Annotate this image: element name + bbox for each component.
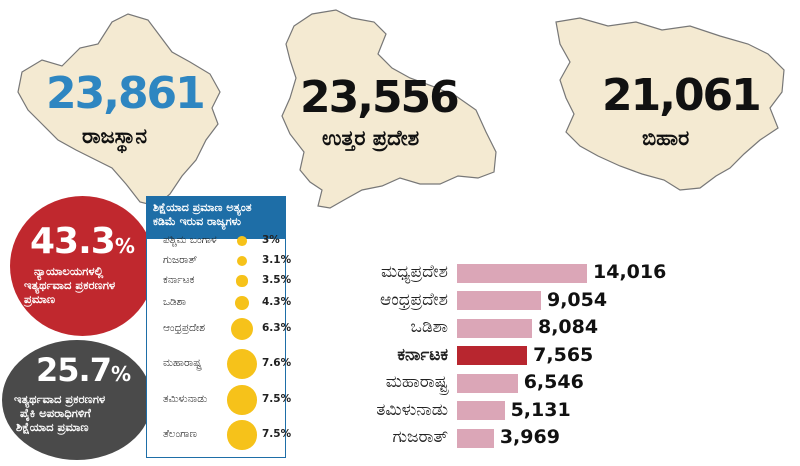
stat-conviction-circle: 25.7% ಇತ್ಯರ್ಥವಾದ ಪ್ರಕರಣಗಳ ಪೈಕಿ ಅಪರಾಧಿಗಳಿ…: [2, 340, 152, 460]
bubble-mark: [237, 256, 247, 266]
bar-value-label: 8,084: [537, 316, 599, 338]
stat-conviction-value: 25.7%: [36, 351, 131, 389]
rajasthan-map: [17, 13, 221, 207]
stat-conviction-desc-2: ಪೈಕಿ ಅಪರಾಧಿಗಳಿಗೆ: [20, 406, 91, 420]
bar-category-label: ಆಂಧ್ರಪ್ರದೇಶ: [380, 289, 448, 310]
bubble-mark: [235, 296, 249, 310]
bihar-map: [555, 17, 785, 191]
rajasthan-label: ರಾಜಸ್ಥಾನ: [82, 124, 147, 148]
bar-mark: [457, 401, 505, 420]
bubble-mark: [237, 236, 247, 246]
bar-category-label: ಮಹಾರಾಷ್ಟ್ರ: [385, 372, 448, 392]
bubble-value-label: 3.5%: [262, 274, 292, 286]
low-conviction-panel: ಶಿಕ್ಷೆಯಾದ ಪ್ರಮಾಣ ಅತ್ಯಂತ ಕಡಿಮೆ ಇರುವ ರಾಜ್ಯ…: [146, 196, 291, 458]
bubble-label: ಆಂಧ್ರಪ್ರದೇಶ: [163, 322, 205, 334]
bar-category-label: ಒಡಿಶಾ: [410, 317, 448, 337]
bar-mark: [457, 373, 518, 393]
stat-court-disposal-desc-3: ಪ್ರಮಾಣ: [24, 292, 56, 306]
stat-court-disposal-desc-2: ಇತ್ಯರ್ಥವಾದ ಪ್ರಕರಣಗಳ: [24, 278, 116, 292]
bubble-label: ತೆಲಂಗಾಣ: [163, 428, 197, 440]
bar-mark: [457, 291, 541, 310]
stat-court-disposal-value: 43.3%: [30, 221, 135, 262]
bubble-label: ತಮಿಳುನಾಡು: [163, 393, 208, 405]
bubble-label: ಪಶ್ಚಿಮ ಬಂಗಾಳ: [163, 234, 217, 246]
bubble-value-label: 6.3%: [262, 322, 292, 334]
bihar-value: 21,061: [602, 70, 762, 121]
bubble-label: ಒಡಿಶಾ: [163, 296, 187, 308]
panel-title-line-2: ಕಡಿಮೆ ಇರುವ ರಾಜ್ಯಗಳು: [153, 215, 242, 228]
bubble-value-label: 7.6%: [262, 357, 292, 369]
bar-value-label: 14,016: [593, 261, 667, 283]
bubble-value-label: 7.5%: [262, 393, 292, 405]
bar-value-label: 6,546: [523, 371, 584, 393]
bar-value-label: 9,054: [546, 288, 608, 311]
bar-category-label: ಮಧ್ಯಪ್ರದೇಶ: [380, 262, 448, 282]
bubble-value-label: 7.5%: [262, 428, 292, 440]
bubble-value-label: 3%: [262, 234, 280, 246]
bubble-label: ಮಹಾರಾಷ್ಟ್ರ: [163, 357, 202, 369]
bihar-label: ಬಿಹಾರ: [642, 126, 690, 150]
bubble-mark: [227, 385, 257, 415]
bar-mark: [457, 263, 587, 283]
bubble-label: ಕರ್ನಾಟಕ: [163, 274, 195, 286]
stat-conviction-desc-3: ಶಿಕ್ಷೆಯಾದ ಪ್ರಮಾಣ: [16, 420, 89, 434]
bubble-value-label: 4.3%: [262, 296, 292, 308]
bar-category-label: ಗುಜರಾತ್: [392, 427, 448, 447]
bubble-mark: [230, 317, 254, 341]
stat-conviction-desc-1: ಇತ್ಯರ್ಥವಾದ ಪ್ರಕರಣಗಳ: [14, 392, 106, 406]
bubble-label: ಗುಜರಾತ್: [163, 254, 198, 266]
bubble-mark: [236, 275, 248, 287]
stat-court-disposal-desc-1: ನ್ಯಾಯಾಲಯಗಳಲ್ಲಿ: [34, 264, 104, 278]
bar-mark: [457, 428, 494, 448]
bubble-mark: [227, 420, 257, 450]
bar-category-label: ತಮಿಳುನಾಡು: [376, 399, 448, 420]
bubble-value-label: 3.1%: [262, 254, 292, 266]
uttar-pradesh-map: [281, 9, 497, 209]
panel-title-line-1: ಶಿಕ್ಷೆಯಾದ ಪ್ರಮಾಣ ಅತ್ಯಂತ: [153, 201, 252, 214]
rajasthan-value: 23,861: [46, 68, 206, 119]
bar-mark: [457, 318, 532, 338]
bar-value-label: 3,969: [499, 426, 560, 448]
bar-value-label: 5,131: [510, 398, 571, 421]
bar-value-label: 7,565: [533, 343, 594, 366]
uttar-pradesh-value: 23,556: [300, 72, 460, 123]
stat-court-disposal-circle: 43.3% ನ್ಯಾಯಾಲಯಗಳಲ್ಲಿ ಇತ್ಯರ್ಥವಾದ ಪ್ರಕರಣಗಳ…: [10, 196, 155, 336]
panel-title: ಶಿಕ್ಷೆಯಾದ ಪ್ರಮಾಣ ಅತ್ಯಂತ ಕಡಿಮೆ ಇರುವ ರಾಜ್ಯ…: [147, 197, 285, 239]
bar-category-label: ಕರ್ನಾಟಕ: [397, 344, 448, 365]
uttar-pradesh-label: ಉತ್ತರ ಪ್ರದೇಶ: [322, 126, 420, 150]
bubble-mark: [227, 349, 257, 379]
bar-mark: [457, 346, 528, 365]
